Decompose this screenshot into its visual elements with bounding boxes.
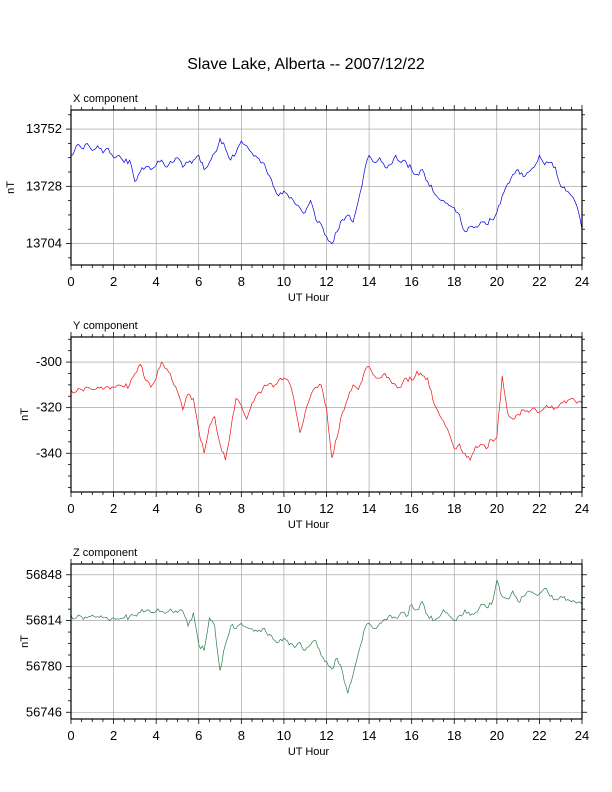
x-tick-label: 12: [319, 501, 333, 516]
x-tick-label: 8: [238, 501, 245, 516]
x-tick-label: 24: [575, 274, 589, 289]
x-tick-label: 14: [362, 728, 376, 743]
x-tick-label: 4: [153, 501, 160, 516]
x-tick-label: 0: [67, 728, 74, 743]
x-tick-label: 14: [362, 274, 376, 289]
x-tick-label: 0: [67, 501, 74, 516]
x-tick-label: 0: [67, 274, 74, 289]
x-tick-label: 22: [532, 728, 546, 743]
panel-title: Z component: [73, 547, 137, 559]
y-tick-label: 56746: [26, 704, 62, 719]
y-tick-label: -300: [36, 354, 62, 369]
x-tick-label: 10: [277, 728, 291, 743]
x-tick-label: 16: [404, 274, 418, 289]
x-tick-label: 22: [532, 274, 546, 289]
y-tick-label: -340: [36, 445, 62, 460]
x-tick-label: 2: [110, 274, 117, 289]
x-tick-label: 20: [490, 274, 504, 289]
x-axis-label: UT Hour: [288, 746, 330, 758]
x-tick-label: 20: [490, 501, 504, 516]
x-tick-label: 18: [447, 501, 461, 516]
y-tick-label: -320: [36, 400, 62, 415]
x-tick-label: 16: [404, 728, 418, 743]
x-tick-label: 18: [447, 274, 461, 289]
x-tick-label: 4: [153, 728, 160, 743]
x-tick-label: 18: [447, 728, 461, 743]
x-tick-label: 8: [238, 728, 245, 743]
x-axis-label: UT Hour: [288, 292, 330, 304]
x-tick-label: 22: [532, 501, 546, 516]
y-tick-label: 13728: [26, 178, 62, 193]
y-tick-label: 13752: [26, 121, 62, 136]
x-axis-label: UT Hour: [288, 519, 330, 531]
x-tick-label: 12: [319, 274, 333, 289]
x-tick-label: 6: [195, 274, 202, 289]
data-line-y: [70, 361, 583, 461]
x-tick-label: 8: [238, 274, 245, 289]
x-tick-label: 6: [195, 728, 202, 743]
y-axis-label: nT: [19, 635, 31, 648]
x-tick-label: 10: [277, 274, 291, 289]
x-tick-label: 24: [575, 501, 589, 516]
data-line-z: [70, 579, 583, 694]
y-axis-label: nT: [19, 408, 31, 421]
data-line-x: [70, 137, 583, 245]
x-tick-label: 14: [362, 501, 376, 516]
panel-title: X component: [73, 93, 138, 105]
x-tick-label: 10: [277, 501, 291, 516]
x-tick-label: 16: [404, 501, 418, 516]
y-axis-label: nT: [5, 181, 17, 194]
x-tick-label: 20: [490, 728, 504, 743]
y-tick-label: 56848: [26, 567, 62, 582]
x-tick-label: 2: [110, 501, 117, 516]
panel-title: Y component: [73, 320, 138, 332]
y-tick-label: 13704: [26, 236, 62, 251]
y-tick-label: 56814: [26, 613, 62, 628]
x-tick-label: 12: [319, 728, 333, 743]
y-tick-label: 56780: [26, 658, 62, 673]
x-tick-label: 24: [575, 728, 589, 743]
chart-z-component: 0 2 4 6 8 10 12 14 16 18 20 22 245674656780568145684…: [19, 547, 589, 758]
x-tick-label: 6: [195, 501, 202, 516]
x-tick-label: 4: [153, 274, 160, 289]
page-title: Slave Lake, Alberta -- 2007/12/22: [187, 56, 425, 73]
x-tick-label: 2: [110, 728, 117, 743]
